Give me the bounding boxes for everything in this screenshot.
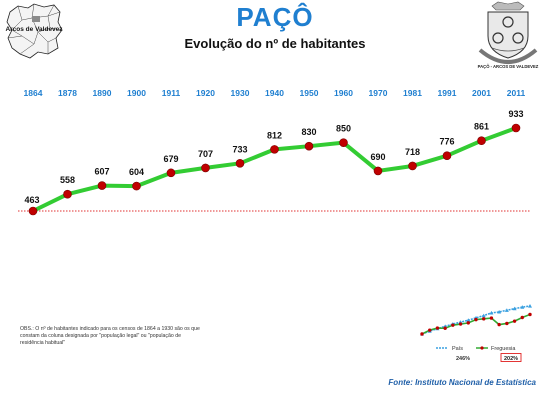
- x-tick-label: 1900: [127, 88, 146, 98]
- data-point: [408, 161, 417, 171]
- mini-point-freguesia: [489, 316, 494, 320]
- freguesia-growth-value: 202%: [504, 356, 518, 362]
- data-point: [132, 181, 141, 191]
- data-label: 933: [508, 109, 523, 119]
- data-point: [97, 181, 107, 190]
- mini-point-freguesia: [505, 321, 509, 326]
- crest-text: PAÇÔ - ARCOS DE VALDEVEZ: [478, 64, 539, 69]
- x-tick-label: 1878: [58, 88, 77, 98]
- data-label: 558: [60, 175, 75, 185]
- data-point: [270, 145, 279, 154]
- mini-comparison-chart: País Freguesia 246% 202%: [420, 304, 532, 362]
- mini-point-freguesia: [497, 322, 501, 327]
- data-label: 718: [405, 147, 420, 157]
- legend-label-pais: País: [452, 346, 463, 352]
- x-tick-label: 2011: [507, 88, 526, 98]
- mini-point-freguesia: [451, 323, 455, 327]
- data-label: 812: [267, 130, 282, 140]
- mini-point-freguesia: [528, 312, 532, 317]
- data-point: [511, 123, 521, 133]
- x-tick-label: 1920: [196, 88, 215, 98]
- data-point: [235, 159, 245, 168]
- x-tick-label: 1991: [438, 88, 457, 98]
- data-point: [373, 166, 383, 176]
- data-point: [166, 168, 176, 178]
- mini-point-freguesia: [428, 328, 432, 332]
- x-tick-label: 1864: [24, 88, 43, 98]
- mini-point-freguesia: [443, 326, 447, 330]
- data-point: [442, 151, 452, 161]
- data-label: 463: [24, 195, 39, 205]
- data-label: 607: [94, 167, 109, 177]
- source-credit: Fonte: Instituto Nacional de Estatística: [388, 378, 536, 387]
- x-tick-label: 1960: [334, 88, 353, 98]
- x-tick-label: 1930: [231, 88, 250, 98]
- region-map-thumbnail: Arcos de Valdevez: [5, 3, 63, 59]
- mini-point-pais: [504, 308, 509, 312]
- observation-note: OBS.: O nº de habitantes indicado para o…: [20, 326, 200, 346]
- x-tick-label: 1970: [369, 88, 388, 98]
- data-point: [304, 141, 314, 151]
- data-point: [339, 138, 348, 147]
- data-label: 690: [370, 152, 385, 162]
- mini-point-freguesia: [474, 317, 478, 322]
- mini-point-pais: [512, 306, 517, 311]
- page-title: PAÇÔ: [236, 2, 314, 32]
- mini-point-freguesia: [458, 322, 463, 326]
- data-point: [63, 189, 72, 199]
- data-label: 604: [129, 167, 144, 177]
- mini-point-freguesia: [420, 332, 424, 336]
- data-label: 850: [336, 124, 351, 134]
- mini-point-freguesia: [466, 321, 470, 325]
- data-label: 707: [198, 149, 213, 159]
- data-label: 776: [439, 137, 454, 147]
- freguesia-growth-box: [500, 353, 522, 362]
- chart-subtitle: Evolução do nº de habitantes: [184, 36, 366, 51]
- mini-point-pais: [489, 310, 494, 315]
- mini-point-freguesia: [512, 319, 517, 323]
- x-tick-label: 1950: [300, 88, 319, 98]
- mini-point-pais: [481, 313, 486, 318]
- map-label: Arcos de Valdevez: [5, 26, 63, 33]
- pais-growth-value: 246%: [456, 356, 470, 362]
- data-label: 861: [474, 122, 489, 132]
- data-label: 733: [232, 144, 247, 154]
- legend-label-freguesia: Freguesia: [491, 346, 516, 352]
- mini-point-pais: [528, 304, 532, 308]
- x-tick-label: 1981: [403, 88, 422, 98]
- mini-point-freguesia: [435, 326, 440, 330]
- x-tick-label: 1940: [265, 88, 284, 98]
- x-tick-label: 1911: [162, 88, 181, 98]
- data-point: [28, 206, 38, 216]
- data-point: [201, 163, 210, 173]
- parish-crest-logo: PAÇÔ - ARCOS DE VALDEVEZ: [478, 1, 539, 69]
- data-point: [477, 136, 486, 146]
- data-label: 830: [301, 127, 316, 137]
- x-tick-label: 2001: [472, 88, 491, 98]
- x-tick-label: 1890: [93, 88, 112, 98]
- data-label: 679: [163, 154, 178, 164]
- mini-point-pais: [466, 318, 471, 322]
- mini-point-pais: [497, 309, 502, 314]
- mini-point-pais: [520, 305, 525, 309]
- mini-point-freguesia: [482, 317, 486, 321]
- mini-point-freguesia: [520, 315, 524, 320]
